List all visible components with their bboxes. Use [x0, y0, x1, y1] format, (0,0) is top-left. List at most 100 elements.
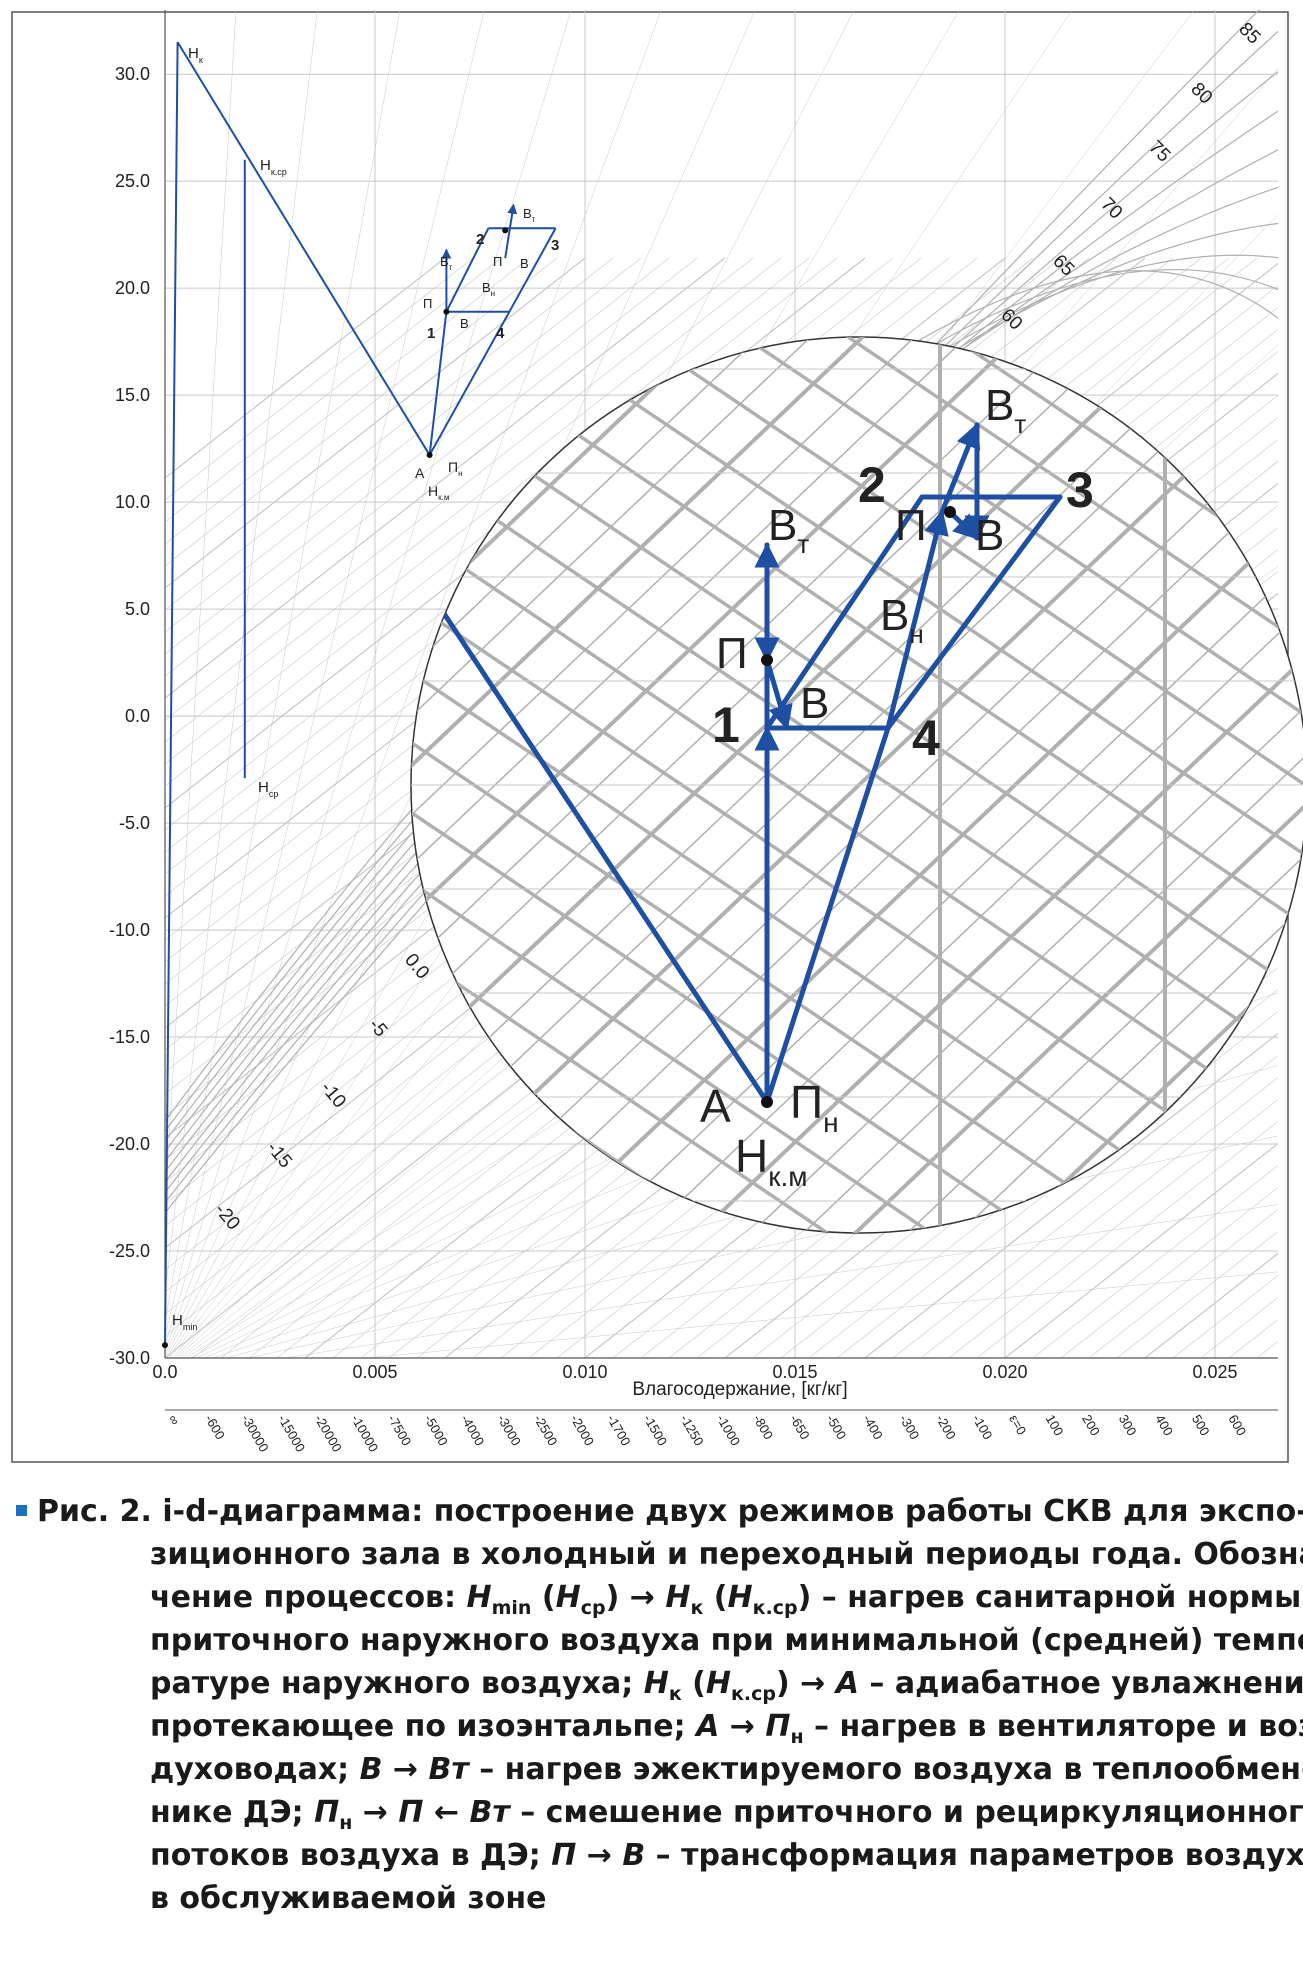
caption-line-7: духоводах; B → Bт – нагрев эжектируемого… — [150, 1752, 1303, 1787]
label-bt: Bт — [768, 501, 809, 559]
y-tick-label: 0.0 — [125, 706, 150, 726]
label-bt2-small: Bт — [523, 206, 536, 224]
y-tick-label: 5.0 — [125, 599, 150, 619]
process-segment — [445, 227, 490, 313]
enthalpy-ratio-label: 500 — [1189, 1412, 1213, 1438]
process-lines — [162, 41, 557, 1349]
label-3: 3 — [1066, 462, 1094, 518]
inset-isenthalp — [411, 337, 840, 1233]
caption-line-5: ратуре наружного воздуха; Hк (Hк.ср) → A… — [150, 1666, 1303, 1705]
enthalpy-ratio-label: 300 — [1116, 1412, 1140, 1438]
inset-rh-line — [400, 1295, 1303, 1470]
inset-state-point — [944, 506, 956, 518]
label-bt2: Bт — [985, 381, 1026, 439]
enthalpy-ratio-scale: ∞ -600 -30000 -15000 -20000 -10000 -7500 -5000-… — [165, 1409, 1278, 1455]
isenthalp-line — [976, 1121, 1278, 1358]
label-p2-small: П — [493, 254, 502, 269]
rh-label: 65 — [1048, 251, 1078, 281]
inset-isenthalp — [411, 337, 788, 1233]
inset-isenthalp — [411, 337, 737, 1233]
x-tick-label: 0.005 — [352, 1362, 397, 1382]
label-b-small: B — [460, 316, 469, 331]
figure-caption: Рис. 2. i-d-диаграмма: построение двух р… — [10, 1490, 1303, 1920]
y-tick-label: 20.0 — [115, 278, 150, 298]
enthalpy-ratio-label: 600 — [1225, 1412, 1249, 1438]
enthalpy-ratio-label: ∞ — [165, 1412, 183, 1428]
label-hkm-small: Hк.м — [428, 483, 449, 502]
enthalpy-ratio-label: -200 — [933, 1412, 959, 1442]
label-h-kcp: Hк.ср — [260, 157, 287, 177]
inset-process-segment — [885, 509, 949, 731]
label-bt-small: Bт — [440, 254, 453, 272]
enthalpy-ratio-label: -400 — [860, 1412, 886, 1442]
isenthalp-line — [165, 257, 446, 479]
enthalpy-ratio-label: -2000 — [567, 1412, 597, 1448]
saturation-temp-label: -20 — [210, 1200, 244, 1235]
rh-label: 80 — [1186, 79, 1216, 109]
label-1-small: 1 — [427, 325, 435, 342]
inset-isenthalp — [0, 310, 371, 1260]
enthalpy-ratio-label: -20000 — [312, 1412, 345, 1455]
label-p-small: П — [423, 296, 432, 311]
caption-line-8: нике ДЭ; Пн → П ← Bт – смешение приточно… — [150, 1795, 1303, 1834]
caption-line-10: в обслуживаемой зоне — [150, 1881, 547, 1916]
enthalpy-ratio-label: 100 — [1043, 1412, 1067, 1438]
enthalpy-ratio-label: -1250 — [677, 1412, 707, 1448]
inset-process-segment — [947, 509, 980, 541]
y-tick-label: -15.0 — [109, 1027, 150, 1047]
isenthalp-line — [165, 257, 558, 567]
rh-label: 70 — [1096, 194, 1126, 224]
enthalpy-ratio-label: -500 — [823, 1412, 849, 1442]
caption-line-6: протекающее по изоэнтальпе; A → Пн – наг… — [150, 1709, 1303, 1748]
label-b2: B — [975, 511, 1004, 560]
inset-rh-line — [411, 943, 1303, 1233]
process-segment — [508, 227, 557, 313]
enthalpy-ratio-label: -2500 — [531, 1412, 561, 1448]
y-tick-label: -25.0 — [109, 1241, 150, 1261]
ratio-ray — [165, 10, 756, 1356]
x-tick-label: 0.020 — [982, 1362, 1027, 1382]
y-tick-label: -20.0 — [109, 1134, 150, 1154]
isenthalp-line — [920, 1077, 1278, 1358]
label-a: A — [700, 1080, 731, 1132]
inset-isenthalp — [930, 337, 1303, 1233]
ratio-ray — [282, 1204, 1278, 1358]
inset-state-point — [761, 654, 773, 666]
y-tick-label: -10.0 — [109, 920, 150, 940]
rh-label: 75 — [1144, 137, 1174, 167]
label-h-min: Hmin — [172, 1312, 197, 1332]
inset-process-segment — [440, 609, 770, 1105]
caption-prefix: Рис. 2. — [37, 1494, 152, 1529]
state-point — [162, 1342, 168, 1349]
enthalpy-ratio-label: -100 — [970, 1412, 996, 1442]
inset-isenthalp — [411, 337, 893, 1233]
isenthalp-line — [948, 1099, 1278, 1358]
label-1: 1 — [712, 697, 740, 753]
label-bn-small: Bн — [482, 280, 495, 298]
caption-line-2: зиционного зала в холодный и переходный … — [150, 1537, 1303, 1572]
x-axis-label: Влагосодержание, [кг/кг] — [632, 1379, 847, 1400]
inset-process-segment — [764, 657, 793, 731]
label-b2-small: B — [520, 256, 529, 271]
enthalpy-ratio-label: -1000 — [714, 1412, 744, 1448]
ratio-ray — [165, 10, 401, 1324]
state-point — [502, 227, 509, 234]
inset-rh-line — [411, 803, 1303, 1233]
label-3-small: 3 — [551, 237, 559, 254]
enthalpy-ratio-label: -30000 — [239, 1412, 272, 1455]
enthalpy-ratio-label: -5000 — [421, 1412, 451, 1448]
saturation-temp-label: 0.0 — [400, 950, 433, 984]
enthalpy-ratio-label: 400 — [1152, 1412, 1176, 1438]
y-tick-label: 10.0 — [115, 492, 150, 512]
isenthalp-line — [165, 257, 586, 589]
isenthalp-line — [165, 257, 474, 501]
id-diagram-chart: -30.0-25.0-20.0-15.0-10.0-5.00.05.010.01… — [0, 10, 1303, 1470]
isenthalp-line — [1004, 1142, 1278, 1358]
isenthalp-line — [165, 257, 530, 545]
inset-process-lines — [440, 422, 1063, 1108]
enthalpy-ratio-label: -4000 — [458, 1412, 488, 1448]
enthalpy-ratio-label: -1500 — [641, 1412, 671, 1448]
label-pn: Пн — [790, 1076, 839, 1138]
ratio-ray — [165, 10, 318, 1296]
